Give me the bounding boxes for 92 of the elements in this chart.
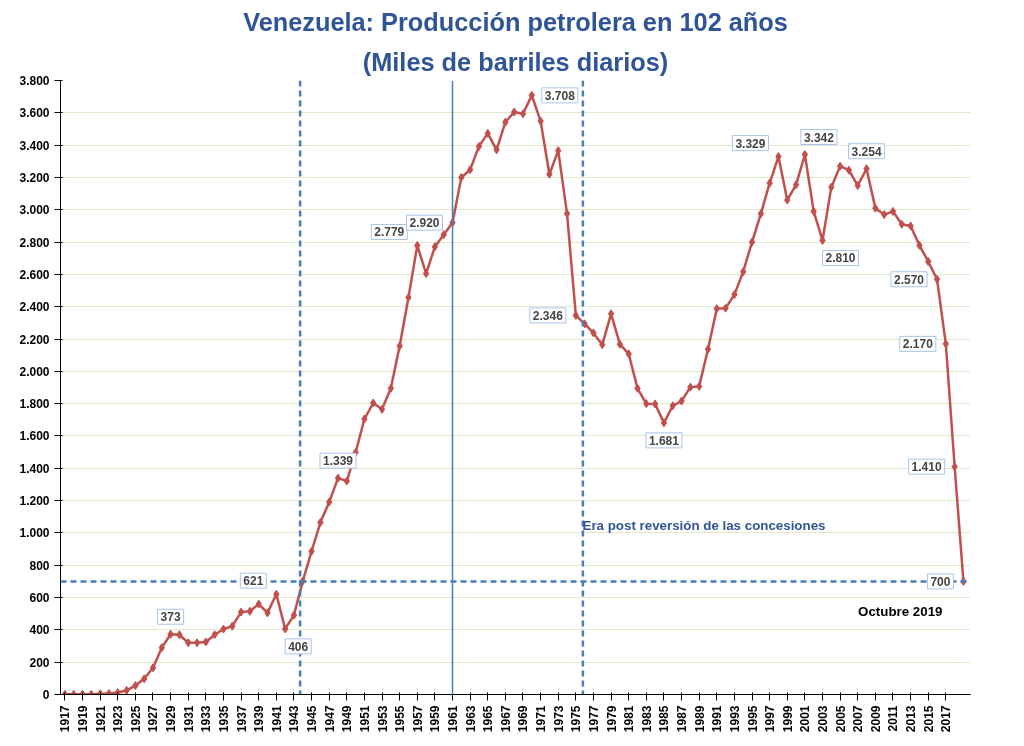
x-tick-label: 1983	[639, 705, 654, 733]
x-tick-label: 1921	[93, 705, 108, 733]
y-tick-label: 1.400	[19, 461, 50, 476]
x-tick-label: 2009	[868, 705, 883, 733]
x-tick-label: 1929	[164, 705, 179, 733]
y-tick-label: 3.400	[19, 138, 50, 153]
y-tick-label: 3.200	[19, 170, 50, 185]
x-tick-label: 1933	[199, 705, 214, 733]
annotation: Octubre 2019	[858, 604, 943, 619]
x-tick-label: 1927	[146, 705, 161, 733]
x-tick-label: 1963	[463, 705, 478, 733]
x-tick-label: 2011	[886, 705, 901, 732]
x-tick-label: 1923	[111, 705, 126, 733]
x-tick-label: 2015	[921, 705, 936, 733]
x-tick-label: 1919	[76, 705, 91, 733]
x-tick-label: 2003	[816, 705, 830, 733]
x-tick-label: 2005	[833, 705, 848, 733]
y-tick-label: 800	[29, 558, 50, 573]
x-tick-label: 1965	[481, 705, 496, 733]
data-label: 3.254	[851, 144, 882, 159]
x-tick-label: 1941	[269, 705, 284, 733]
data-label: 3.342	[803, 130, 835, 145]
data-label: 2.779	[374, 225, 405, 240]
x-tick-label: 1969	[516, 705, 531, 733]
x-tick-label: 1975	[569, 705, 584, 733]
x-tick-label: 1997	[763, 705, 778, 733]
x-tick-label: 1971	[534, 705, 549, 733]
x-tick-label: 1935	[216, 705, 231, 733]
data-label: 2.810	[825, 251, 856, 266]
x-tick-label: 1953	[375, 705, 390, 733]
y-tick-label: 2.200	[19, 332, 50, 347]
y-tick-label: 1.800	[19, 397, 50, 412]
x-tick-label: 1937	[234, 705, 249, 733]
chart-subtitle: (Miles de barriles diarios)	[362, 47, 669, 76]
data-label: 2.570	[894, 272, 925, 287]
x-tick-label: 1951	[357, 705, 372, 733]
x-tick-label: 1999	[780, 705, 795, 733]
x-tick-label: 1955	[393, 705, 408, 733]
x-tick-label: 1989	[692, 705, 707, 733]
x-tick-label: 1995	[745, 705, 760, 733]
x-tick-label: 1959	[428, 705, 443, 733]
x-tick-label: 1967	[498, 705, 513, 733]
y-tick-label: 3.000	[19, 203, 50, 218]
chart-title: Venezuela: Producción petrolera en 102 años	[243, 7, 788, 36]
annotation: Era post reversión de las concesiones	[582, 518, 826, 533]
x-tick-label: 2007	[851, 705, 866, 733]
data-label: 406	[288, 639, 309, 654]
x-tick-label: 2001	[798, 705, 813, 733]
y-tick-label: 1.200	[19, 494, 50, 509]
data-label: 3.329	[735, 136, 766, 151]
data-label: 1.410	[911, 460, 942, 475]
x-tick-label: 1949	[340, 705, 355, 733]
x-tick-label: 2013	[904, 705, 919, 733]
y-tick-label: 1.000	[19, 526, 50, 541]
data-label: 2.920	[409, 216, 440, 231]
y-tick-label: 3.600	[19, 106, 50, 121]
x-tick-label: 1945	[305, 705, 320, 733]
data-label: 2.346	[532, 308, 564, 323]
y-tick-label: 400	[29, 623, 50, 638]
x-tick-label: 1917	[58, 705, 73, 733]
x-tick-label: 1991	[710, 705, 725, 733]
y-tick-label: 600	[29, 591, 50, 606]
y-tick-label: 0	[42, 688, 50, 702]
y-tick-label: 200	[29, 655, 50, 670]
y-tick-label: 2.800	[19, 235, 50, 250]
y-tick-label: 1.600	[19, 429, 50, 444]
x-tick-label: 1973	[551, 705, 566, 733]
y-tick-label: 2.600	[19, 267, 50, 282]
x-tick-label: 1979	[604, 705, 619, 733]
data-label: 621	[243, 574, 264, 589]
x-tick-label: 1931	[181, 705, 196, 733]
x-tick-label: 1993	[727, 705, 742, 733]
x-tick-label: 1977	[586, 705, 601, 733]
x-tick-label: 1957	[410, 705, 425, 733]
y-tick-label: 2.000	[19, 364, 50, 379]
x-tick-label: 1961	[446, 705, 461, 733]
x-tick-label: 1925	[128, 705, 143, 733]
y-tick-label: 2.400	[19, 300, 50, 315]
x-tick-label: 1939	[252, 705, 267, 733]
x-tick-label: 1947	[322, 705, 337, 733]
data-label: 3.708	[544, 88, 576, 103]
data-label: 2.170	[902, 337, 934, 352]
x-tick-label: 1981	[622, 705, 637, 733]
data-label: 1.339	[322, 454, 354, 469]
y-tick-label: 3.800	[19, 74, 50, 88]
x-tick-label: 1985	[657, 705, 672, 733]
data-label: 700	[930, 574, 951, 589]
x-tick-label: 2017	[939, 705, 954, 733]
data-label: 373	[160, 610, 181, 625]
data-label: 1.681	[648, 433, 680, 448]
x-tick-label: 1987	[675, 705, 690, 733]
x-tick-label: 1943	[287, 705, 302, 733]
